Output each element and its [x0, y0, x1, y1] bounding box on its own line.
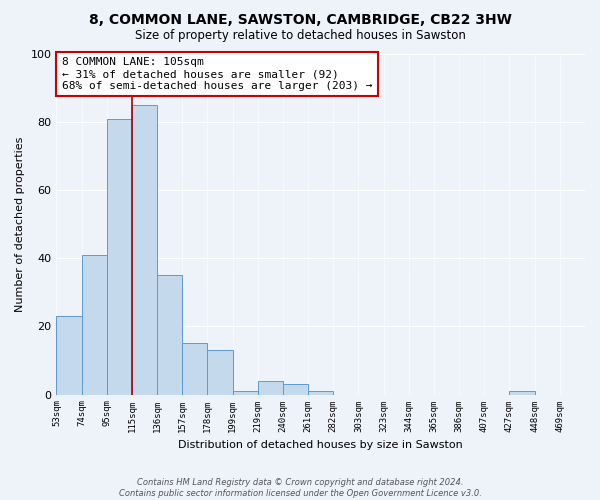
Y-axis label: Number of detached properties: Number of detached properties [15, 136, 25, 312]
Bar [182, 344, 208, 394]
Text: 8 COMMON LANE: 105sqm
← 31% of detached houses are smaller (92)
68% of semi-deta: 8 COMMON LANE: 105sqm ← 31% of detached … [62, 58, 372, 90]
Text: Contains HM Land Registry data © Crown copyright and database right 2024.
Contai: Contains HM Land Registry data © Crown c… [119, 478, 481, 498]
Bar [509, 391, 535, 394]
Bar [308, 391, 333, 394]
Bar [283, 384, 308, 394]
Bar [56, 316, 82, 394]
Bar [132, 105, 157, 395]
Text: Size of property relative to detached houses in Sawston: Size of property relative to detached ho… [134, 29, 466, 42]
Text: 8, COMMON LANE, SAWSTON, CAMBRIDGE, CB22 3HW: 8, COMMON LANE, SAWSTON, CAMBRIDGE, CB22… [89, 12, 511, 26]
Bar [208, 350, 233, 395]
Bar [107, 118, 132, 394]
X-axis label: Distribution of detached houses by size in Sawston: Distribution of detached houses by size … [178, 440, 463, 450]
Bar [82, 255, 107, 394]
Bar [157, 276, 182, 394]
Bar [258, 381, 283, 394]
Bar [233, 391, 258, 394]
